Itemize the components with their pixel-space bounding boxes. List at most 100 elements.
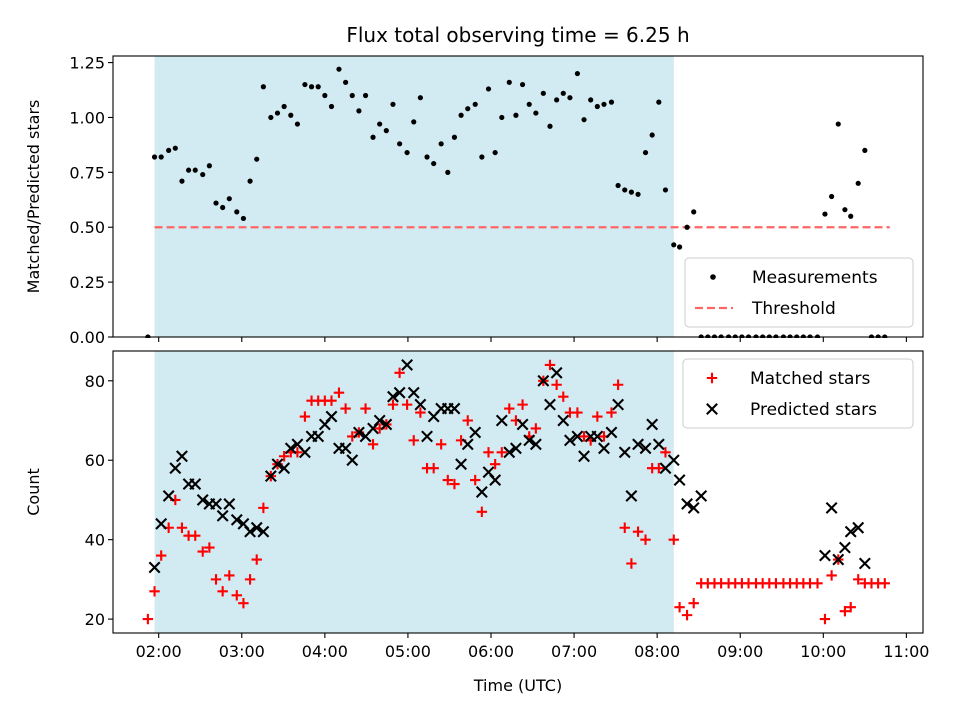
measurement-point xyxy=(829,193,835,200)
x-tick-label: 09:00 xyxy=(717,642,763,661)
measurement-point xyxy=(404,149,410,156)
measurement-point xyxy=(247,178,253,184)
legend-plus-icon xyxy=(706,372,718,384)
measurement-point xyxy=(438,141,444,147)
measurement-point xyxy=(151,154,158,160)
predicted-star-marker xyxy=(625,490,638,502)
measurement-point xyxy=(588,97,594,103)
measurement-point xyxy=(220,204,226,211)
measurement-point xyxy=(254,156,260,162)
predicted-star-marker xyxy=(250,521,263,534)
matched-star-marker xyxy=(489,458,501,470)
matched-star-marker xyxy=(435,439,447,450)
predicted-star-marker xyxy=(461,438,474,451)
predicted-star-marker xyxy=(380,418,393,431)
predicted-star-marker xyxy=(257,525,270,538)
measurement-point xyxy=(213,200,219,206)
predicted-star-marker xyxy=(591,430,604,443)
measurement-point xyxy=(855,180,861,186)
predicted-star-marker xyxy=(529,438,542,451)
predicted-star-marker xyxy=(312,430,325,443)
measurement-point xyxy=(506,79,512,85)
predicted-star-marker xyxy=(695,490,708,502)
predicted-star-marker xyxy=(223,497,236,510)
matched-star-marker xyxy=(681,609,693,621)
measurement-point xyxy=(560,90,566,96)
measurement-point xyxy=(424,154,430,160)
matched-star-marker xyxy=(558,391,569,402)
measurement-point xyxy=(234,209,240,215)
predicted-star-marker xyxy=(271,458,284,471)
matched-star-marker xyxy=(394,367,405,379)
measurement-point xyxy=(615,182,621,189)
measurement-point xyxy=(622,187,628,193)
measurement-point xyxy=(166,147,172,153)
axes-frame xyxy=(112,350,924,634)
predicted-star-marker xyxy=(844,525,857,538)
chart-title: Flux total observing time = 6.25 h xyxy=(346,23,689,47)
y-axis-label: Count xyxy=(24,468,43,516)
predicted-star-marker xyxy=(819,549,831,562)
predicted-star-marker xyxy=(503,446,516,459)
measurement-point xyxy=(294,121,301,127)
predicted-star-marker xyxy=(632,438,644,451)
measurement-point xyxy=(842,207,848,213)
predicted-star-marker xyxy=(298,446,311,459)
measurement-point xyxy=(390,101,396,107)
x-axis-label: Time (UTC) xyxy=(473,676,562,695)
matched-star-marker xyxy=(462,415,473,426)
predicted-star-marker xyxy=(155,517,168,530)
measurement-point xyxy=(479,154,485,160)
x-tick-label: 05:00 xyxy=(385,642,431,661)
matched-star-marker xyxy=(826,570,837,581)
measurement-point xyxy=(848,213,854,219)
x-tick-label: 04:00 xyxy=(302,642,348,661)
predicted-star-marker xyxy=(858,557,871,570)
predicted-star-marker xyxy=(352,426,365,439)
matched-star-marker xyxy=(224,570,235,581)
matched-star-marker xyxy=(251,554,262,565)
y-tick-label: 1.25 xyxy=(69,54,105,73)
measurement-point xyxy=(671,242,677,248)
y-tick-label: 60 xyxy=(85,451,105,470)
x-tick-label: 10:00 xyxy=(800,642,846,661)
predicted-star-marker xyxy=(578,450,590,463)
measurement-point xyxy=(662,187,669,193)
measurement-point xyxy=(274,110,281,116)
matched-star-marker xyxy=(428,462,439,474)
y-tick-label: 0.75 xyxy=(69,163,105,182)
measurement-point xyxy=(691,209,697,215)
measurement-point xyxy=(288,112,294,118)
observing-span-shade xyxy=(154,56,674,337)
measurement-point xyxy=(835,121,841,127)
predicted-star-marker xyxy=(852,521,865,534)
matched-star-marker xyxy=(551,379,562,390)
predicted-star-marker xyxy=(687,501,700,514)
legend-label: Matched stars xyxy=(750,369,870,389)
y-tick-label: 20 xyxy=(85,610,105,629)
predicted-star-marker xyxy=(189,478,202,490)
matched-star-marker xyxy=(845,601,856,613)
matched-star-marker xyxy=(204,542,215,553)
predicted-star-marker xyxy=(339,442,352,455)
measurement-point xyxy=(172,145,178,151)
predicted-star-marker xyxy=(325,410,338,423)
matched-star-marker xyxy=(155,550,167,561)
matched-star-marker xyxy=(853,574,864,585)
measurement-point xyxy=(431,160,437,167)
predicted-star-marker xyxy=(509,442,522,455)
predicted-star-marker xyxy=(230,513,243,526)
measurement-point xyxy=(206,163,212,169)
matched-star-marker xyxy=(812,578,823,589)
measurement-point xyxy=(519,81,526,88)
observing-span-shade xyxy=(154,351,674,633)
predicted-star-marker xyxy=(537,374,550,387)
measurement-point xyxy=(472,101,478,107)
y-tick-label: 0.25 xyxy=(69,273,105,292)
measurement-point xyxy=(240,215,247,222)
matched-star-marker xyxy=(530,423,542,434)
measurement-point xyxy=(608,99,615,105)
predicted-star-marker xyxy=(469,426,482,439)
measurement-point xyxy=(862,147,868,153)
